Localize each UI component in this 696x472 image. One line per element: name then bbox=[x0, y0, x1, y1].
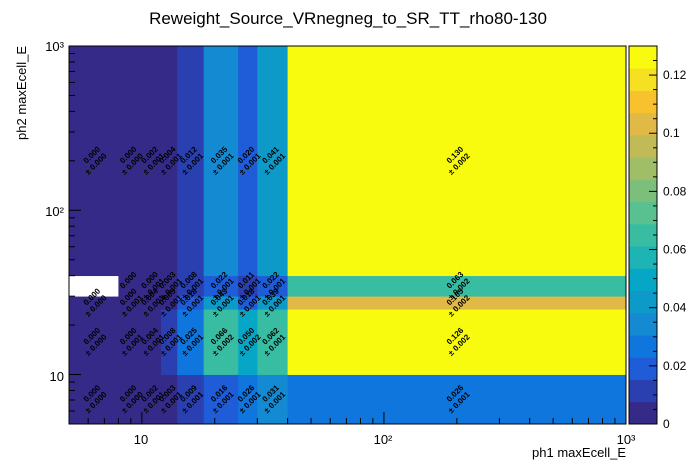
colorbar-band bbox=[629, 312, 657, 336]
colorbar-band bbox=[629, 379, 657, 403]
y-tick-label-1000: 10³ bbox=[45, 39, 64, 54]
heatmap-cell bbox=[203, 46, 239, 277]
heatmap-cell bbox=[287, 296, 627, 310]
heatmap-cell bbox=[238, 46, 258, 277]
colorbar-band bbox=[629, 112, 657, 136]
heatmap-cell bbox=[287, 275, 627, 297]
colorbar-tick-label: 0.1 bbox=[663, 126, 680, 140]
colorbar-band bbox=[629, 201, 657, 225]
heatmap-cell bbox=[257, 46, 288, 277]
heatmap-cell bbox=[118, 296, 143, 310]
heatmap-cell bbox=[287, 309, 627, 375]
x-axis-ticks bbox=[68, 412, 627, 424]
colorbar-tick-label: 0.06 bbox=[663, 243, 687, 257]
heatmap-cell bbox=[177, 309, 205, 375]
x-tick-label-1000: 10³ bbox=[617, 432, 636, 447]
heatmap-cell bbox=[141, 275, 162, 297]
heatmap-cell bbox=[141, 46, 162, 277]
heatmap-cell bbox=[141, 374, 162, 425]
heatmap-cell bbox=[118, 275, 143, 297]
colorbar-band bbox=[629, 157, 657, 180]
colorbar-band bbox=[629, 68, 657, 91]
heatmap-cell bbox=[177, 296, 205, 310]
heatmap-cell bbox=[161, 46, 178, 277]
chart-title: Reweight_Source_VRnegneg_to_SR_TT_rho80-… bbox=[149, 9, 547, 28]
heatmap-cell bbox=[118, 46, 143, 277]
heatmap-cell bbox=[177, 275, 205, 297]
colorbar-band bbox=[629, 46, 657, 69]
heatmap-cell bbox=[238, 374, 258, 425]
heatmap-cell bbox=[161, 374, 178, 425]
heatmap-cell bbox=[257, 296, 288, 310]
colorbar bbox=[629, 46, 657, 425]
heatmap-cell bbox=[161, 275, 178, 297]
colorbar-band bbox=[629, 90, 657, 114]
heatmap-cells bbox=[69, 46, 627, 425]
heatmap-cell bbox=[203, 296, 239, 310]
heatmap-cell bbox=[69, 374, 119, 425]
colorbar-tick-label: 0.04 bbox=[663, 301, 687, 315]
heatmap-cell bbox=[203, 309, 239, 375]
y-axis-ticks bbox=[69, 45, 81, 425]
heatmap-cell bbox=[257, 309, 288, 375]
heatmap-cell bbox=[141, 309, 162, 375]
colorbar-tick-label: 0.12 bbox=[663, 68, 687, 82]
heatmap-cell bbox=[203, 374, 239, 425]
heatmap-cell bbox=[177, 374, 205, 425]
heatmap-cell bbox=[287, 46, 627, 277]
x-tick-label-100: 10² bbox=[374, 432, 393, 447]
heatmap-cell bbox=[257, 275, 288, 297]
colorbar-band bbox=[629, 246, 657, 269]
colorbar-band bbox=[629, 357, 657, 380]
colorbar-tick-label: 0.02 bbox=[663, 359, 687, 373]
colorbar-ticks: 0 0.02 0.04 0.06 0.08 0.1 0.12 bbox=[649, 60, 687, 431]
x-axis-label: ph1 maxEcell_E bbox=[532, 445, 626, 460]
heatmap-cell bbox=[203, 275, 239, 297]
heatmap-cell bbox=[238, 309, 258, 375]
plot-frame bbox=[68, 45, 627, 425]
heatmap-cell bbox=[69, 309, 119, 375]
heatmap-cell bbox=[287, 374, 627, 425]
y-axis-label: ph2 maxEcell_E bbox=[14, 46, 29, 140]
heatmap-cell bbox=[141, 296, 162, 310]
heatmap-cell bbox=[69, 296, 119, 310]
heatmap-cell bbox=[177, 46, 205, 277]
heatmap-cell bbox=[69, 275, 119, 297]
colorbar-band bbox=[629, 179, 657, 203]
heatmap-cell bbox=[161, 296, 178, 310]
y-tick-label-10: 10 bbox=[50, 369, 64, 384]
colorbar-band bbox=[629, 401, 657, 425]
heatmap-cell bbox=[161, 309, 178, 375]
colorbar-band bbox=[629, 134, 657, 158]
heatmap-cell bbox=[118, 374, 143, 425]
heatmap-cell bbox=[257, 374, 288, 425]
heatmap-cell bbox=[238, 275, 258, 297]
colorbar-band bbox=[629, 223, 657, 247]
heatmap-cell bbox=[238, 296, 258, 310]
colorbar-band bbox=[629, 268, 657, 291]
heatmap-cell bbox=[69, 46, 119, 277]
heatmap-cell bbox=[118, 309, 143, 375]
colorbar-band bbox=[629, 290, 657, 314]
y-tick-label-100: 10² bbox=[45, 204, 64, 219]
colorbar-tick-label: 0.08 bbox=[663, 184, 687, 198]
colorbar-band bbox=[629, 335, 657, 358]
x-tick-label-10: 10 bbox=[134, 432, 148, 447]
colorbar-tick-label: 0 bbox=[663, 417, 670, 431]
